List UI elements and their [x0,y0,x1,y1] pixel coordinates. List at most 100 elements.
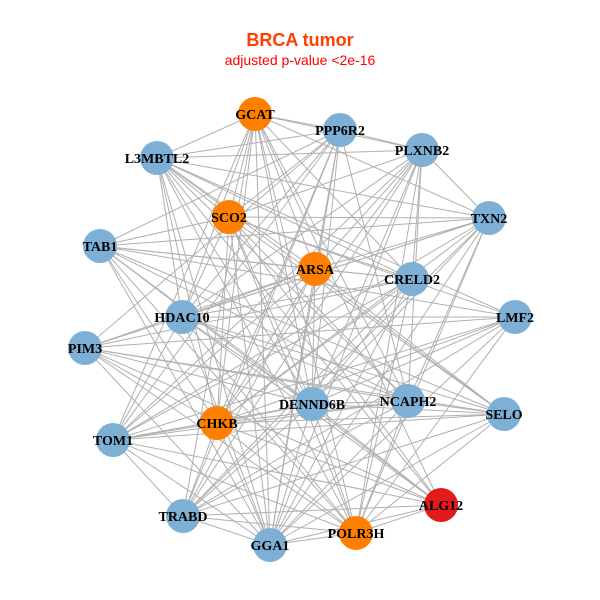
node-label: SELO [485,408,522,423]
edge-TAB1-POLR3H [99,245,357,534]
node-TOM1: TOM1 [93,423,133,457]
node-circle [166,499,200,533]
node-circle [238,97,272,131]
node-L3MBTL2: L3MBTL2 [125,141,190,175]
node-ARSA: ARSA [296,252,335,286]
node-GGA1: GGA1 [251,528,289,562]
node-layer: GCAT PPP6R2 PLXNB2 L3MBTL2 SCO2 TXN2 TAB1 ARSA C… [68,97,534,562]
node-circle [498,300,532,334]
edge-L3MBTL2-CRELD2 [156,157,413,280]
edge-PLXNB2-HDAC10 [181,149,423,318]
edge-PLXNB2-TRABD [182,149,423,517]
edge-LMF2-PIM3 [84,316,516,349]
edge-CRELD2-HDAC10 [181,278,413,318]
edge-L3MBTL2-ALG12 [156,157,442,506]
edge-TXN2-PIM3 [84,217,490,349]
edge-PPP6R2-PIM3 [84,129,341,349]
edge-PIM3-SELO [84,347,505,415]
node-circle [405,133,439,167]
edge-LMF2-GGA1 [269,316,516,546]
edge-L3MBTL2-NCAPH2 [156,157,409,402]
edge-CHKB-GGA1 [216,422,271,546]
edge-SELO-TOM1 [112,413,505,441]
edge-GCAT-SCO2 [228,113,256,218]
node-TRABD: TRABD [158,499,208,533]
edge-HDAC10-TOM1 [112,316,183,441]
edge-CRELD2-PIM3 [84,278,413,349]
node-PLXNB2: PLXNB2 [395,133,449,167]
edge-L3MBTL2-POLR3H [156,157,357,534]
edge-PLXNB2-CHKB [216,149,423,424]
edge-SCO2-SELO [228,216,505,415]
node-circle [140,141,174,175]
edge-L3MBTL2-LMF2 [156,157,516,318]
edge-CRELD2-GGA1 [269,278,413,546]
edge-SCO2-CHKB [216,216,230,424]
edge-ALG12-TRABD [182,504,442,517]
node-circle [165,300,199,334]
edge-TAB1-CHKB [99,245,218,424]
node-label: ARSA [296,263,335,278]
edge-TXN2-NCAPH2 [407,217,490,402]
node-circle [487,397,521,431]
edge-PPP6R2-TOM1 [112,129,341,441]
node-label: L3MBTL2 [125,152,190,167]
edge-TAB1-GGA1 [99,245,271,546]
edge-NCAPH2-POLR3H [355,400,409,534]
node-label: PPP6R2 [315,124,365,139]
edge-SCO2-TXN2 [228,216,490,219]
node-circle [96,423,130,457]
node-label: POLR3H [328,527,385,542]
node-DENND6B: DENND6B [279,387,345,421]
node-circle [68,331,102,365]
edge-TAB1-NCAPH2 [99,245,409,402]
edge-PIM3-ALG12 [84,347,442,506]
figure-subtitle: adjusted p-value <2e-16 [224,52,376,68]
edge-PIM3-DENND6B [84,347,313,405]
edge-PLXNB2-ARSA [314,149,423,270]
node-circle [339,516,373,550]
edge-TXN2-TOM1 [112,217,490,441]
node-HDAC10: HDAC10 [154,300,210,334]
node-circle [391,384,425,418]
node-label: ALG12 [419,499,463,514]
edge-TAB1-SELO [99,245,505,415]
edge-PPP6R2-L3MBTL2 [156,129,341,159]
node-GCAT: GCAT [235,97,275,131]
edge-NCAPH2-TRABD [182,400,409,517]
figure-title: BRCA tumor [246,30,354,50]
edge-PLXNB2-TOM1 [112,149,423,441]
node-label: TXN2 [471,212,508,227]
edge-TOM1-GGA1 [112,439,271,546]
edge-ARSA-CHKB [216,268,316,424]
edge-CHKB-ALG12 [216,422,442,506]
edge-TXN2-ARSA [314,217,490,270]
node-label: SCO2 [211,211,247,226]
edge-TOM1-ALG12 [112,439,442,506]
edge-NCAPH2-TOM1 [112,400,409,441]
edge-PLXNB2-SCO2 [228,149,423,218]
edge-SCO2-ALG12 [228,216,442,506]
node-label: GCAT [235,108,275,123]
node-label: PIM3 [68,342,102,357]
node-label: TAB1 [83,240,118,255]
node-ALG12: ALG12 [419,488,463,522]
node-circle [472,201,506,235]
edge-GCAT-CHKB [216,113,256,424]
node-CRELD2: CRELD2 [384,262,440,296]
edge-ARSA-GGA1 [269,268,316,546]
edge-GCAT-TXN2 [254,113,490,219]
node-SCO2: SCO2 [211,200,247,234]
node-TAB1: TAB1 [83,229,118,263]
edge-GCAT-ALG12 [254,113,442,506]
node-label: NCAPH2 [380,395,437,410]
edge-HDAC10-SELO [181,316,505,415]
edge-PLXNB2-POLR3H [355,149,423,534]
edge-PPP6R2-HDAC10 [181,129,341,318]
edge-TRABD-POLR3H [182,515,357,534]
edge-ARSA-TOM1 [112,268,316,441]
node-PIM3: PIM3 [68,331,102,365]
edge-PLXNB2-L3MBTL2 [156,149,423,159]
